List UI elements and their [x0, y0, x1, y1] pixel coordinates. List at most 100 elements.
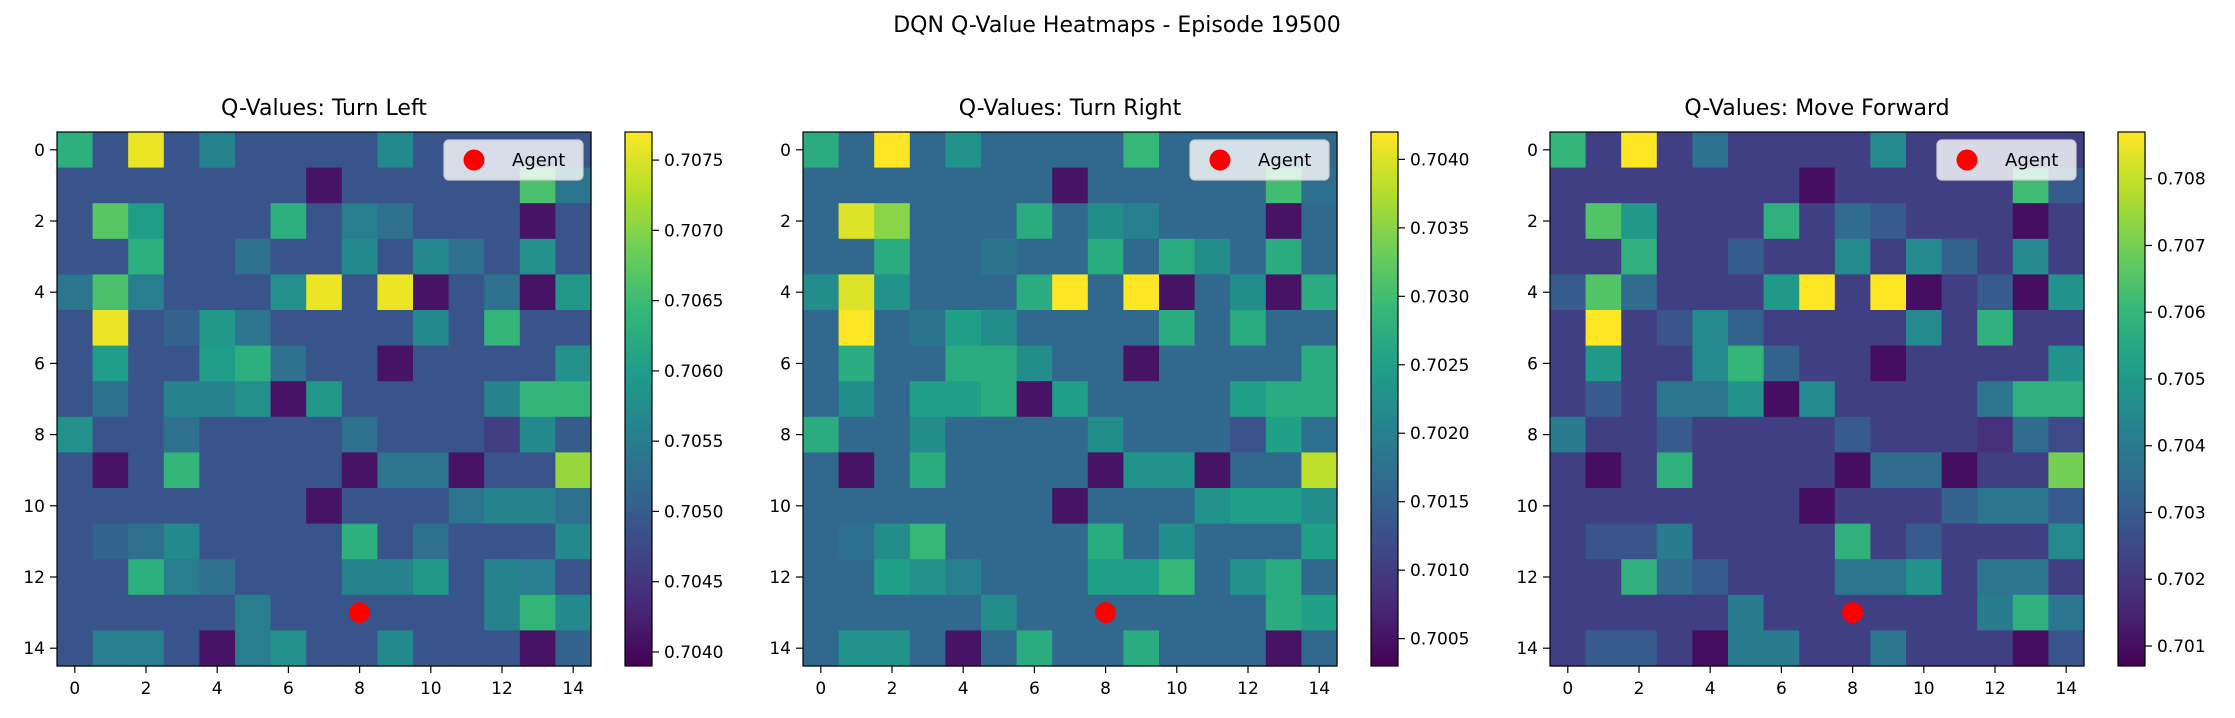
heatmap-cell — [874, 203, 911, 240]
heatmap-cell — [1799, 274, 1836, 311]
heatmap-cell — [2048, 238, 2085, 275]
heatmap-cell — [1087, 132, 1124, 169]
heatmap-cell — [981, 559, 1018, 596]
heatmap-cell — [92, 630, 129, 667]
heatmap-cell — [484, 523, 521, 560]
heatmap-cell — [1016, 132, 1053, 169]
heatmap-cell — [874, 274, 911, 311]
heatmap-cell — [1763, 132, 1800, 169]
heatmap-cell — [2012, 523, 2049, 560]
heatmap-cell — [199, 132, 236, 169]
heatmap-cell — [1906, 488, 1943, 525]
heatmap-cell — [1941, 452, 1978, 489]
heatmap-cell — [1834, 345, 1871, 382]
heatmap-cell — [341, 310, 378, 347]
heatmap-cell — [413, 167, 450, 204]
heatmap-cell — [981, 523, 1018, 560]
heatmap-cell — [1550, 203, 1587, 240]
heatmap-cell — [1052, 167, 1089, 204]
heatmap-cell — [306, 523, 343, 560]
heatmap-cell — [1977, 203, 2014, 240]
heatmap-cell — [945, 238, 982, 275]
heatmap-cell — [1728, 416, 1765, 453]
heatmap-cell — [1656, 132, 1693, 169]
heatmap-cell — [57, 238, 94, 275]
heatmap-cell — [1621, 381, 1658, 418]
heatmap-cell — [838, 203, 875, 240]
y-tick-label: 2 — [1527, 212, 1538, 232]
heatmap-cell — [484, 274, 521, 311]
heatmap-cell — [803, 630, 840, 667]
heatmap-cell — [448, 630, 485, 667]
heatmap-cell — [92, 310, 129, 347]
heatmap-cell — [1585, 345, 1622, 382]
heatmap-cell — [1763, 167, 1800, 204]
heatmap-cell — [199, 203, 236, 240]
heatmap-cell — [270, 381, 307, 418]
heatmap-cell — [128, 238, 165, 275]
heatmap-cell — [1550, 132, 1587, 169]
heatmap-cell — [981, 310, 1018, 347]
heatmap-cell — [128, 132, 165, 169]
heatmap-cell — [519, 310, 556, 347]
heatmap-cell — [2048, 345, 2085, 382]
heatmap-cell — [981, 345, 1018, 382]
heatmap-cell — [803, 381, 840, 418]
heatmap-cell — [1906, 274, 1943, 311]
heatmap-cell — [92, 203, 129, 240]
heatmap-cell — [1834, 559, 1871, 596]
x-tick-label: 8 — [1847, 679, 1858, 699]
heatmap-cell — [1301, 381, 1338, 418]
heatmap-cell — [874, 488, 911, 525]
heatmap-cell — [1906, 381, 1943, 418]
legend-box — [1189, 139, 1330, 181]
heatmap-cell — [874, 167, 911, 204]
heatmap-cell — [1052, 203, 1089, 240]
heatmap-cell — [1265, 310, 1302, 347]
heatmap-cell — [1941, 488, 1978, 525]
colorbar-tick-label: 0.7040 — [1410, 150, 1469, 170]
heatmap-cell — [235, 416, 272, 453]
heatmap-cell — [1123, 203, 1160, 240]
colorbar — [1371, 132, 1398, 666]
heatmap-cell — [1656, 523, 1693, 560]
heatmap-cell — [270, 452, 307, 489]
heatmap-cell — [57, 559, 94, 596]
heatmap-cell — [1016, 203, 1053, 240]
heatmap-cell — [1123, 630, 1160, 667]
heatmap-cell — [1016, 630, 1053, 667]
colorbar-frame — [624, 131, 653, 667]
heatmap-cell — [981, 238, 1018, 275]
heatmap-cell — [1087, 381, 1124, 418]
heatmap-cell — [235, 381, 272, 418]
figure-title: DQN Q-Value Heatmaps - Episode 19500 — [893, 13, 1341, 38]
heatmap-cell — [341, 203, 378, 240]
heatmap-cell — [1016, 238, 1053, 275]
heatmap-cell — [270, 310, 307, 347]
heatmap-cell — [1585, 203, 1622, 240]
heatmap-cell — [1799, 594, 1836, 631]
heatmap-cell — [1728, 274, 1765, 311]
heatmap-cell — [874, 238, 911, 275]
heatmap-cell — [306, 630, 343, 667]
heatmap-cell — [838, 345, 875, 382]
y-tick-label: 4 — [34, 283, 45, 303]
heatmap-cell — [1870, 452, 1907, 489]
heatmap-cell — [1230, 559, 1267, 596]
heatmap-cell — [1052, 274, 1089, 311]
colorbar-tick-label: 0.7070 — [664, 221, 723, 241]
y-tick-label: 8 — [1527, 426, 1538, 446]
heatmap-cell — [235, 630, 272, 667]
heatmap-cell — [1870, 238, 1907, 275]
heatmap-cell — [1870, 132, 1907, 169]
colorbar-tick-label: 0.702 — [2157, 570, 2206, 590]
heatmap-cell — [1977, 345, 2014, 382]
heatmap-cell — [1728, 345, 1765, 382]
heatmap-cell — [1763, 416, 1800, 453]
heatmap-cell — [484, 630, 521, 667]
heatmap-cell — [874, 559, 911, 596]
heatmap-cell — [909, 523, 946, 560]
heatmap-cell — [1621, 416, 1658, 453]
heatmap-cell — [945, 416, 982, 453]
